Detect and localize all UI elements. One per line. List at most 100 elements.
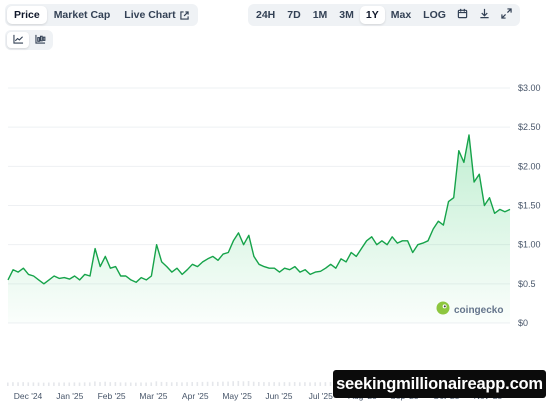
x-tick-label: Dec '24 bbox=[14, 391, 43, 401]
volume-bar bbox=[73, 382, 76, 386]
download-icon bbox=[479, 8, 490, 22]
volume-bar bbox=[160, 381, 163, 386]
coingecko-watermark: coingecko bbox=[436, 301, 503, 320]
tab-market-cap-label: Market Cap bbox=[53, 9, 111, 21]
download-button[interactable] bbox=[474, 6, 496, 24]
y-tick-label: $1.50 bbox=[518, 201, 541, 211]
volume-bar bbox=[278, 382, 281, 386]
tab-price-label: Price bbox=[14, 9, 40, 21]
range-3m[interactable]: 3M bbox=[333, 6, 360, 24]
volume-bar bbox=[7, 382, 9, 386]
volume-bar bbox=[217, 381, 219, 386]
range-7d[interactable]: 7D bbox=[281, 6, 306, 24]
volume-bar bbox=[99, 382, 101, 386]
range-24h-label: 24H bbox=[256, 9, 276, 21]
volume-bar bbox=[273, 382, 275, 386]
time-range-selector: 24H 7D 1M 3M 1Y Max LOG bbox=[248, 4, 520, 26]
y-tick-label: $0 bbox=[518, 318, 528, 328]
range-7d-label: 7D bbox=[287, 9, 301, 21]
site-banner-text: seekingmillionaireapp.com bbox=[336, 374, 543, 393]
volume-bar bbox=[32, 382, 35, 386]
x-tick-label: Apr '25 bbox=[182, 391, 209, 401]
y-tick-label: $2.00 bbox=[518, 161, 541, 171]
fullscreen-button[interactable] bbox=[496, 6, 518, 24]
y-tick-label: $0.5 bbox=[518, 279, 536, 289]
candlestick-chart-icon bbox=[34, 31, 46, 49]
volume-bar bbox=[206, 381, 209, 386]
x-tick-label: Jan '25 bbox=[56, 391, 83, 401]
price-area bbox=[8, 135, 510, 323]
volume-bar bbox=[88, 382, 91, 386]
volume-bar bbox=[252, 381, 255, 386]
volume-bar bbox=[227, 381, 229, 386]
volume-bar bbox=[211, 381, 214, 386]
volume-bar bbox=[63, 382, 65, 386]
volume-bar bbox=[47, 382, 50, 386]
range-24h[interactable]: 24H bbox=[250, 6, 281, 24]
y-tick-label: $3.00 bbox=[518, 83, 541, 93]
volume-bar bbox=[140, 382, 142, 386]
range-max[interactable]: Max bbox=[385, 6, 417, 24]
range-1y-label: 1Y bbox=[365, 9, 379, 21]
volume-bar bbox=[68, 382, 71, 386]
range-log[interactable]: LOG bbox=[417, 6, 452, 24]
volume-bar bbox=[309, 382, 311, 386]
calendar-icon bbox=[457, 8, 468, 22]
volume-bar bbox=[268, 382, 270, 386]
volume-bar bbox=[319, 382, 322, 386]
volume-bar bbox=[237, 380, 240, 386]
candlestick-chart-button[interactable] bbox=[29, 32, 51, 48]
tab-price[interactable]: Price bbox=[7, 6, 47, 24]
volume-bar bbox=[298, 382, 301, 386]
volume-bar bbox=[263, 382, 265, 386]
line-chart-icon bbox=[12, 31, 24, 49]
volume-bar bbox=[109, 382, 112, 386]
volume-bar bbox=[17, 382, 19, 386]
calendar-button[interactable] bbox=[452, 6, 474, 24]
x-tick-label: Jul '25 bbox=[309, 391, 334, 401]
volume-bar bbox=[329, 382, 332, 386]
volume-bar bbox=[58, 382, 60, 386]
volume-bar bbox=[191, 382, 194, 386]
volume-bar bbox=[145, 382, 147, 386]
x-tick-label: Mar '25 bbox=[139, 391, 167, 401]
volume-bar bbox=[170, 382, 173, 386]
volume-bar bbox=[222, 381, 224, 386]
volume-bar bbox=[283, 382, 286, 386]
external-link-icon bbox=[179, 10, 189, 20]
volume-bar bbox=[124, 382, 127, 386]
volume-bar bbox=[314, 382, 316, 386]
volume-bar bbox=[242, 381, 245, 386]
volume-bar bbox=[304, 382, 306, 386]
range-1m[interactable]: 1M bbox=[307, 6, 334, 24]
tab-live-chart[interactable]: Live Chart bbox=[117, 6, 195, 24]
x-tick-label: Jun '25 bbox=[265, 391, 292, 401]
volume-bar bbox=[258, 382, 260, 386]
line-chart-button[interactable] bbox=[7, 32, 29, 48]
range-max-label: Max bbox=[390, 9, 412, 21]
coingecko-logo-icon bbox=[436, 301, 450, 320]
volume-bar bbox=[324, 382, 327, 386]
chart-type-selector bbox=[5, 30, 53, 50]
range-3m-label: 3M bbox=[339, 9, 354, 21]
volume-bar bbox=[22, 382, 24, 386]
expand-icon bbox=[501, 8, 513, 22]
x-tick-label: Feb '25 bbox=[98, 391, 126, 401]
volume-bar bbox=[165, 382, 168, 386]
coingecko-label: coingecko bbox=[454, 305, 504, 316]
volume-bar bbox=[27, 382, 30, 386]
range-1y[interactable]: 1Y bbox=[359, 6, 385, 24]
volume-bar bbox=[176, 382, 178, 386]
chart-tabs: Price Market Cap Live Chart bbox=[5, 4, 198, 26]
y-tick-label: $1.00 bbox=[518, 240, 541, 250]
x-tick-label: May '25 bbox=[222, 391, 252, 401]
tab-market-cap[interactable]: Market Cap bbox=[47, 6, 118, 24]
tab-live-chart-label: Live Chart bbox=[124, 9, 176, 21]
volume-bar bbox=[135, 382, 137, 386]
volume-bar bbox=[129, 382, 132, 386]
volume-bar bbox=[12, 382, 14, 386]
range-log-label: LOG bbox=[423, 9, 446, 21]
volume-bar bbox=[94, 381, 96, 386]
volume-bar bbox=[155, 381, 158, 386]
